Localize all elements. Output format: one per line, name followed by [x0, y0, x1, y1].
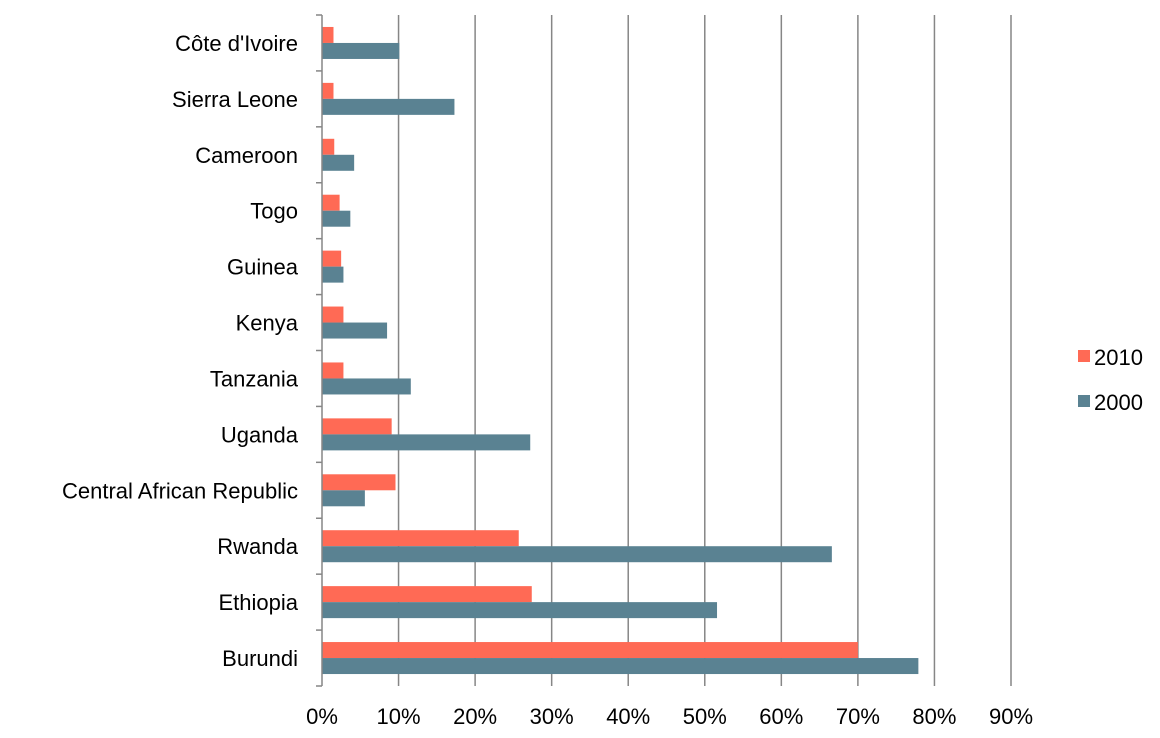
bar-2010-c-te-d-ivoire — [322, 26, 334, 43]
bar-2000-sierra-leone — [322, 98, 455, 115]
bar-2010-central-african-republic — [322, 474, 396, 491]
bar-2010-sierra-leone — [322, 82, 334, 99]
category-label: Burundi — [222, 646, 298, 671]
category-label: Guinea — [227, 255, 299, 280]
legend-swatch-2010 — [1078, 350, 1090, 362]
category-label: Rwanda — [217, 534, 298, 559]
bar-2010-ethiopia — [322, 586, 532, 603]
bar-2010-uganda — [322, 418, 392, 435]
bar-2000-uganda — [322, 434, 531, 451]
bar-2000-guinea — [322, 266, 344, 283]
category-label: Kenya — [236, 311, 299, 336]
bar-2000-burundi — [322, 658, 919, 675]
x-tick-label: 90% — [989, 704, 1033, 729]
category-label: Tanzania — [210, 366, 299, 391]
legend: 2010 2000 — [1078, 345, 1143, 415]
legend-swatch-2000 — [1078, 395, 1090, 407]
x-tick-label: 60% — [759, 704, 803, 729]
legend-label-2000: 2000 — [1094, 390, 1143, 415]
bar-2000-tanzania — [322, 378, 411, 395]
bars — [322, 26, 919, 675]
bar-2000-togo — [322, 210, 351, 227]
bar-2010-rwanda — [322, 530, 519, 547]
category-label: Ethiopia — [218, 590, 298, 615]
category-label: Central African Republic — [62, 478, 298, 503]
bar-2000-rwanda — [322, 546, 832, 563]
bar-2010-guinea — [322, 250, 342, 267]
bar-2000-cameroon — [322, 154, 355, 171]
labels: 0% 10% 20% 30% 40% 50% 60% 70% 80% 90% Côte d'Ivoi… — [62, 31, 1033, 729]
x-tick-label: 20% — [453, 704, 497, 729]
x-tick-label: 40% — [606, 704, 650, 729]
bar-2010-kenya — [322, 306, 344, 323]
bar-2000-c-te-d-ivoire — [322, 42, 400, 59]
category-label: Cameroon — [195, 143, 298, 168]
axes — [316, 14, 323, 687]
category-label: Togo — [250, 199, 298, 224]
x-tick-label: 30% — [530, 704, 574, 729]
x-tick-label: 10% — [377, 704, 421, 729]
bar-2010-tanzania — [322, 362, 344, 379]
gridlines — [397, 15, 1012, 686]
x-tick-label: 0% — [306, 704, 338, 729]
category-label: Uganda — [221, 422, 299, 447]
bar-2010-cameroon — [322, 138, 335, 155]
bar-2010-togo — [322, 194, 340, 211]
bar-2000-kenya — [322, 322, 388, 339]
bar-2000-ethiopia — [322, 602, 718, 619]
x-tick-label: 50% — [683, 704, 727, 729]
x-tick-label: 80% — [912, 704, 956, 729]
bar-2010-burundi — [322, 642, 858, 659]
bar-2000-central-african-republic — [322, 490, 365, 507]
x-tick-label: 70% — [836, 704, 880, 729]
category-label: Sierra Leone — [172, 87, 298, 112]
category-label: Côte d'Ivoire — [175, 31, 298, 56]
legend-label-2010: 2010 — [1094, 345, 1143, 370]
